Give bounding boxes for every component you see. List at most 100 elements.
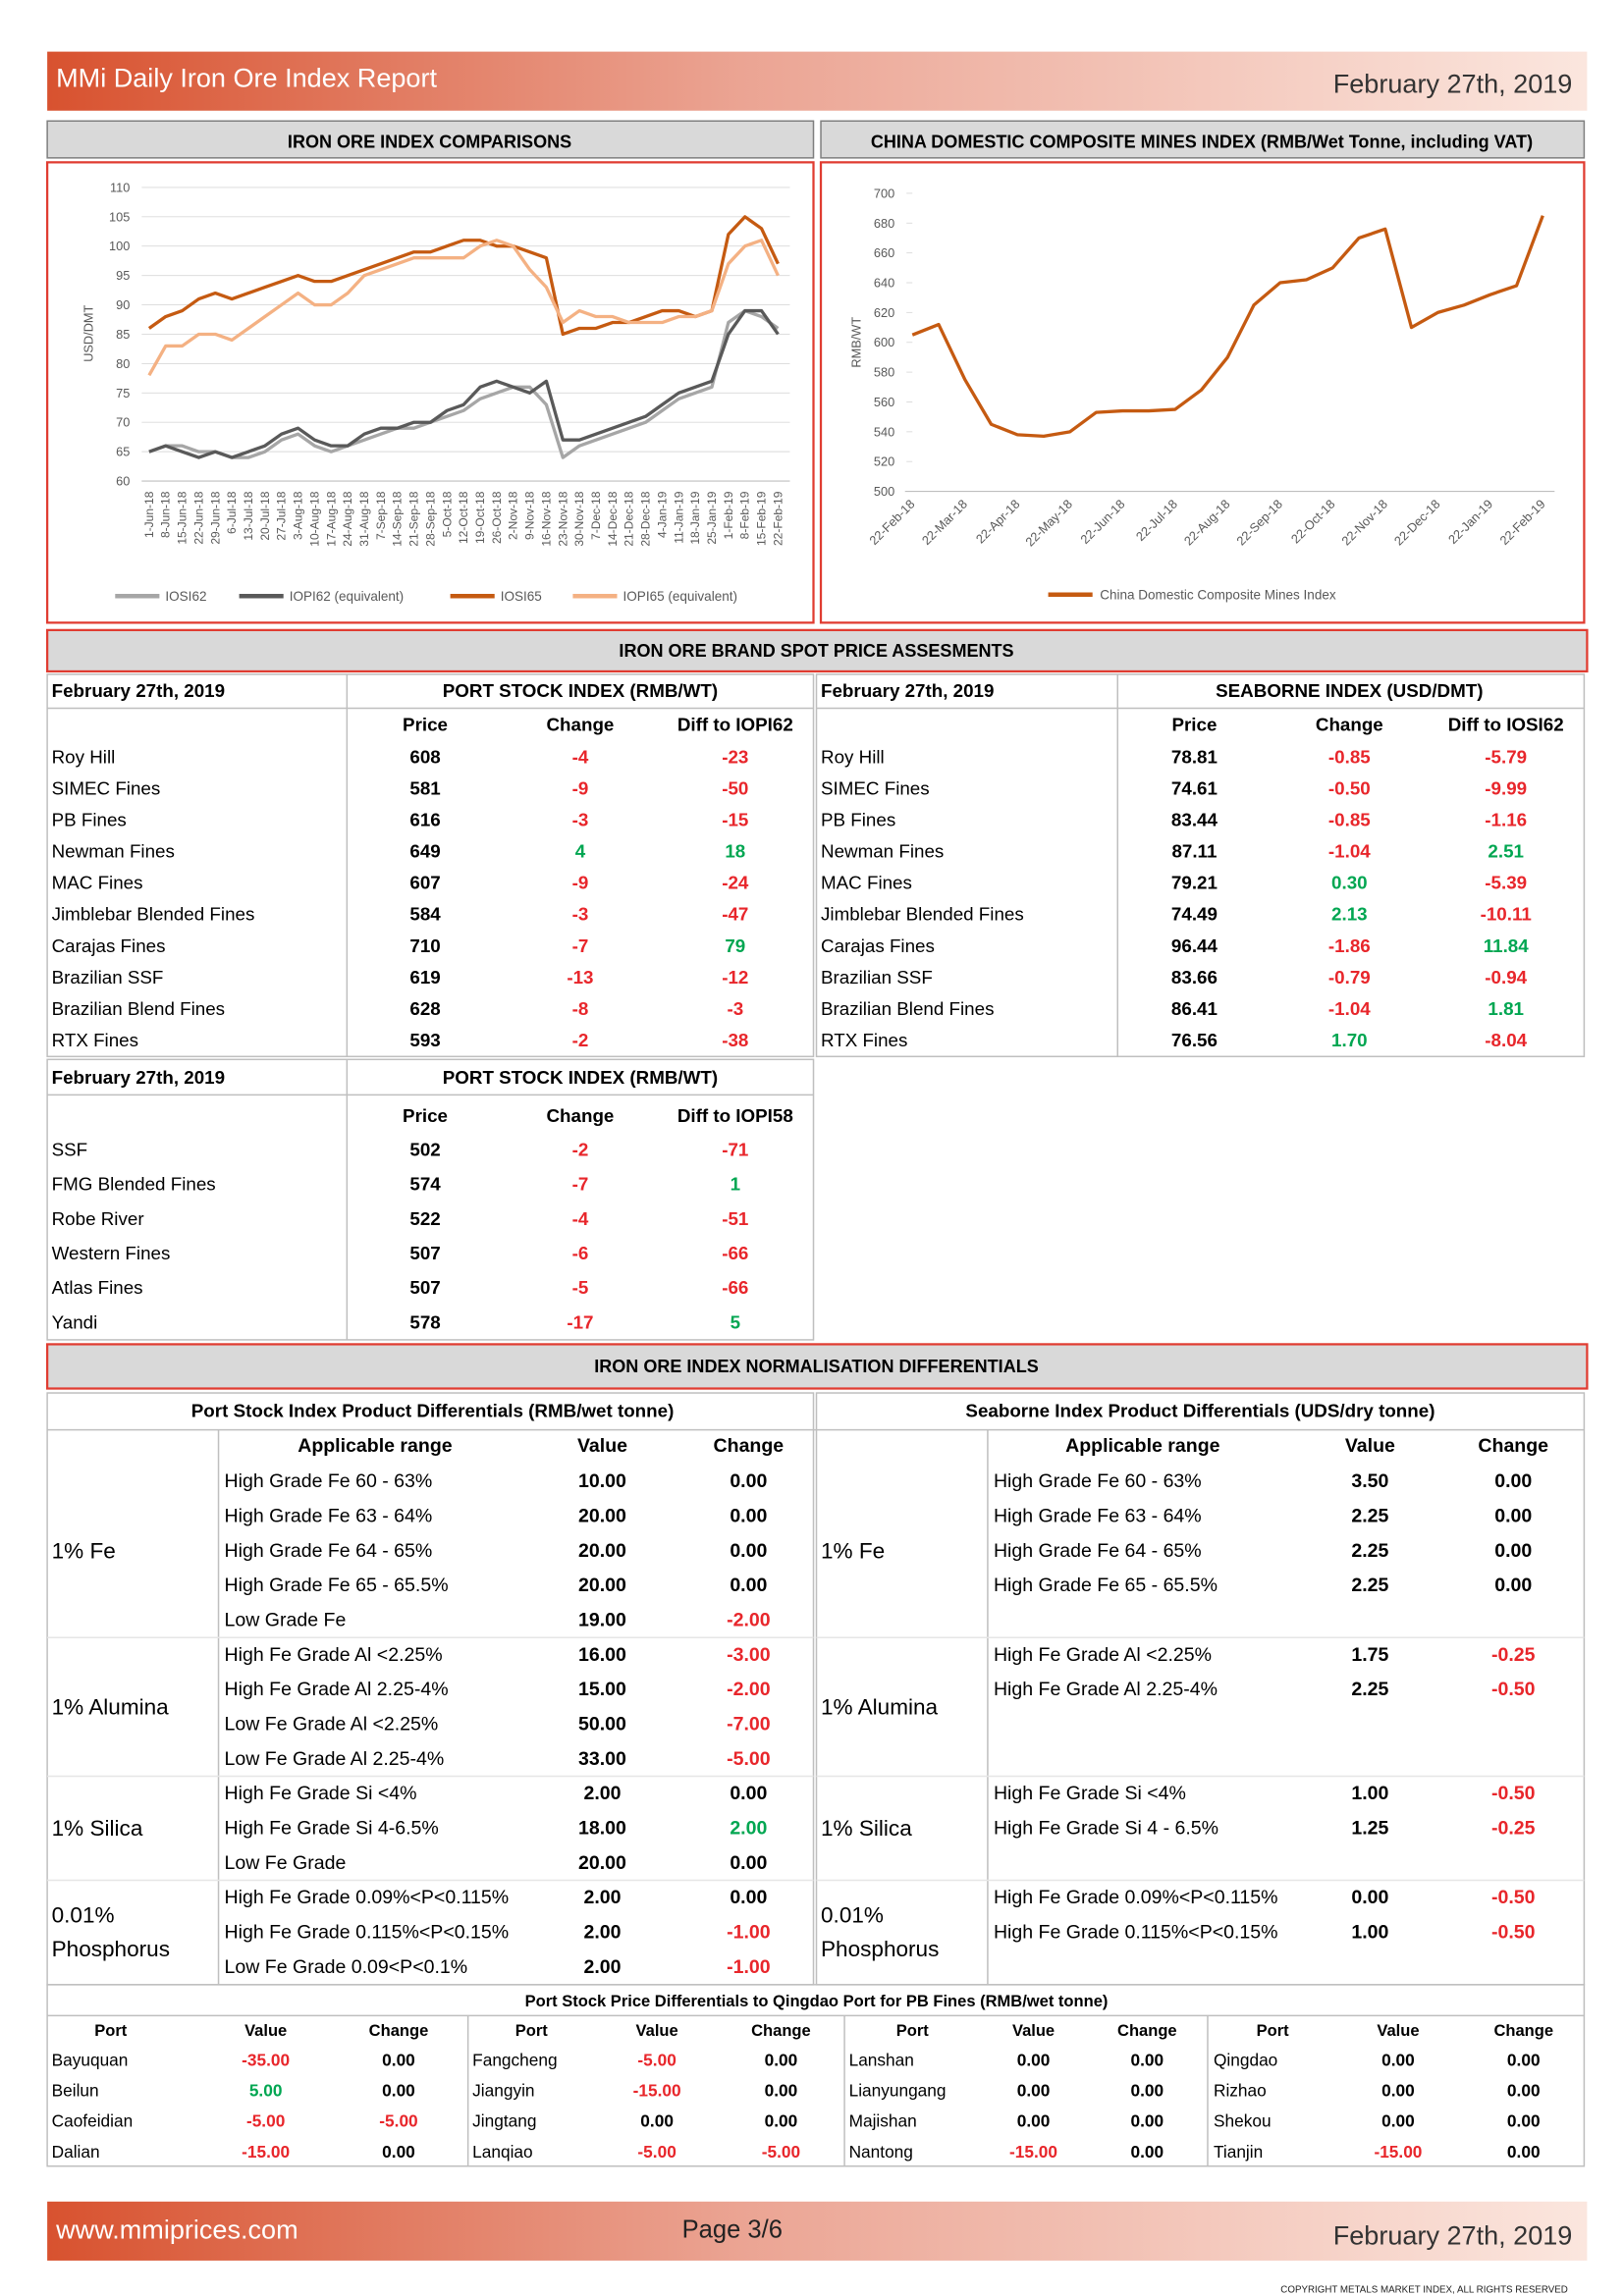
port-name: Lanshan: [849, 2050, 914, 2069]
brand-name: Brazilian Blend Fines: [821, 998, 994, 1019]
value: -5.00: [637, 2142, 676, 2162]
change: -0.50: [1491, 1679, 1536, 1700]
y-tick-label: 580: [874, 365, 894, 380]
column-header: Change: [546, 715, 614, 735]
value: 20.00: [578, 1540, 626, 1562]
applicable-range: Low Fe Grade 0.09<P<0.1%: [225, 1956, 468, 1978]
x-tick-label: 7-Dec-18: [589, 491, 603, 540]
change: 0.00: [1507, 2111, 1541, 2131]
price: 581: [409, 778, 440, 799]
brand-name: Robe River: [52, 1208, 144, 1229]
x-tick-label: 14-Dec-18: [606, 491, 620, 546]
column-header: Port: [94, 2021, 128, 2040]
value: 0.00: [1017, 2050, 1051, 2069]
brand-name: Brazilian Blend Fines: [52, 998, 225, 1019]
value: 1.75: [1351, 1644, 1388, 1666]
data-line: [147, 239, 780, 377]
diff: -51: [722, 1208, 748, 1229]
diff: -10.11: [1481, 904, 1532, 925]
x-tick-label: 30-Nov-18: [572, 491, 586, 546]
column-header: Price: [1171, 715, 1217, 735]
diff: 18: [725, 841, 745, 862]
y-axis-label: RMB/WT: [849, 317, 864, 368]
x-tick-label: 6-Jul-18: [225, 491, 239, 534]
column-header: Applicable range: [298, 1435, 453, 1457]
value: 2.00: [583, 1956, 621, 1978]
price: 507: [409, 1243, 440, 1263]
column-header: Port: [896, 2021, 930, 2040]
y-tick-label: 700: [874, 186, 894, 200]
legend-label: IOPI65 (equivalent): [623, 589, 737, 604]
value: 18.00: [578, 1817, 626, 1839]
group-label: 0.01%: [821, 1903, 884, 1928]
section-title: IRON ORE BRAND SPOT PRICE ASSESMENTS: [619, 641, 1013, 661]
column-header: Price: [403, 715, 448, 735]
change: -4: [572, 1208, 589, 1229]
change: 0.00: [382, 2050, 415, 2069]
column-header: Diff to IOSI62: [1448, 715, 1564, 735]
price: 74.49: [1171, 904, 1218, 925]
brand-name: Newman Fines: [821, 841, 944, 862]
port-name: Caofeidian: [52, 2111, 134, 2131]
value: 0.00: [1381, 2111, 1415, 2131]
port-name: Jiangyin: [472, 2081, 534, 2101]
change: -1.04: [1328, 998, 1371, 1019]
copyright: COPYRIGHT METALS MARKET INDEX, ALL RIGHT…: [1280, 2284, 1568, 2295]
report-title: MMi Daily Iron Ore Index Report: [56, 64, 437, 93]
change: -3: [572, 810, 589, 830]
port-name: Tianjin: [1214, 2142, 1263, 2162]
legend-label: IOSI65: [501, 589, 542, 604]
applicable-range: High Fe Grade Al 2.25-4%: [994, 1679, 1218, 1700]
change: -7.00: [727, 1714, 771, 1735]
brand-name: Brazilian SSF: [821, 967, 933, 988]
x-tick-label: 21-Dec-18: [623, 491, 636, 546]
column-header: Change: [1493, 2021, 1553, 2040]
diff: -8.04: [1485, 1030, 1527, 1050]
column-header: Change: [1316, 715, 1383, 735]
applicable-range: High Fe Grade 0.115%<P<0.15%: [225, 1921, 510, 1943]
brand-name: MAC Fines: [52, 873, 143, 893]
x-tick-label: 24-Aug-18: [341, 491, 354, 546]
data-line: [911, 215, 1544, 439]
change: -1.04: [1328, 841, 1371, 862]
x-tick-label: 4-Jan-19: [655, 491, 669, 538]
x-tick-label: 25-Jan-19: [705, 491, 719, 544]
price: 574: [409, 1174, 441, 1195]
price: 593: [409, 1030, 440, 1050]
table-heading: SEABORNE INDEX (USD/DMT): [1216, 680, 1483, 701]
value: 1.00: [1351, 1921, 1388, 1943]
change: -2.00: [727, 1679, 771, 1700]
applicable-range: High Fe Grade 0.09%<P<0.115%: [225, 1887, 510, 1908]
column-header: Diff to IOPI62: [677, 715, 793, 735]
port-name: Jingtang: [472, 2111, 536, 2131]
value: -5.00: [637, 2050, 676, 2069]
group-label: 1% Silica: [821, 1816, 912, 1841]
y-tick-label: 90: [116, 297, 130, 312]
diff: 11.84: [1484, 935, 1530, 956]
change: 1.70: [1331, 1030, 1368, 1050]
diff: -3: [727, 998, 743, 1019]
port-name: Majishan: [849, 2111, 917, 2131]
value: -15.00: [633, 2081, 681, 2101]
section-title: IRON ORE INDEX NORMALISATION DIFFERENTIA…: [594, 1357, 1039, 1376]
applicable-range: High Grade Fe 64 - 65%: [225, 1540, 433, 1562]
change: -0.25: [1491, 1644, 1536, 1666]
diff: -66: [722, 1277, 748, 1298]
section-header: [45, 628, 1589, 673]
change: -0.79: [1328, 967, 1371, 988]
table-frame: [46, 1058, 815, 1341]
brand-name: FMG Blended Fines: [52, 1174, 216, 1195]
y-tick-label: 100: [109, 239, 130, 253]
column-header: Change: [1478, 1435, 1548, 1457]
change: -5: [572, 1277, 589, 1298]
change: 0.00: [382, 2081, 415, 2101]
brand-name: Atlas Fines: [52, 1277, 143, 1298]
x-tick-label: 16-Nov-18: [539, 491, 553, 546]
diff: 1: [731, 1174, 740, 1195]
value: 20.00: [578, 1852, 626, 1874]
change: 0.00: [730, 1470, 767, 1492]
brand-name: Jimblebar Blended Fines: [821, 904, 1024, 925]
change: -8: [572, 998, 589, 1019]
change: 4: [575, 841, 586, 862]
price: 83.66: [1171, 967, 1218, 988]
